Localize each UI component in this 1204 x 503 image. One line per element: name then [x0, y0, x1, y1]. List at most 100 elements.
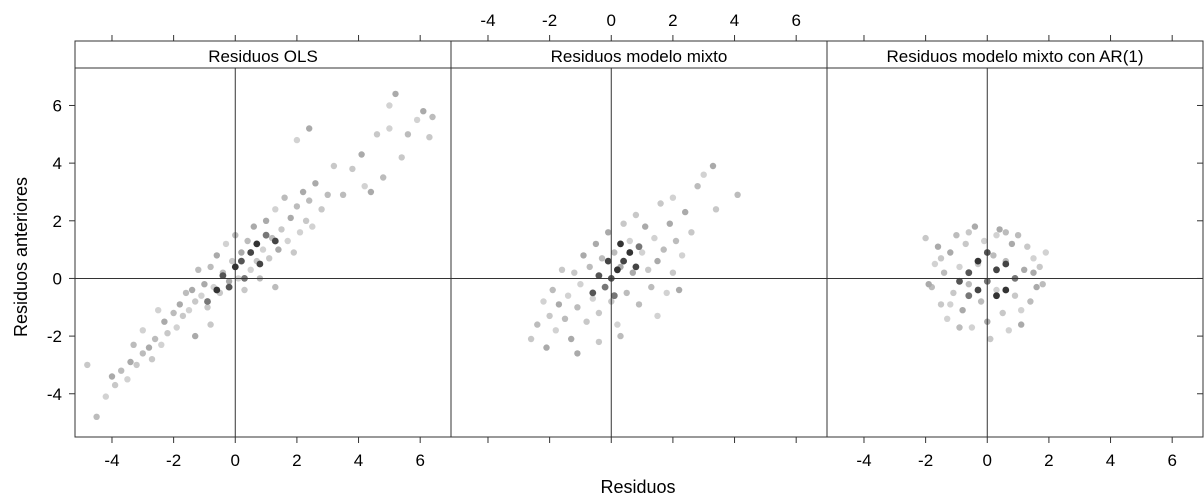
data-point: [617, 332, 624, 340]
data-point-dense: [238, 257, 245, 265]
data-point: [158, 341, 165, 348]
data-point: [1002, 229, 1009, 236]
data-point: [956, 324, 963, 331]
data-point-dense: [635, 243, 643, 251]
data-point: [654, 257, 661, 265]
data-point: [540, 298, 547, 305]
data-point: [278, 226, 285, 233]
data-point-dense: [1002, 286, 1010, 294]
x-tick-label: -2: [166, 451, 181, 470]
panel-points: [84, 90, 1050, 420]
data-point: [657, 200, 664, 207]
data-point: [568, 335, 575, 343]
data-point: [250, 223, 257, 230]
data-point: [666, 220, 673, 227]
data-point: [339, 191, 347, 198]
x-tick-label: 4: [1106, 451, 1115, 470]
x-tick-label: 6: [415, 451, 424, 470]
data-point: [1039, 281, 1046, 288]
data-point: [614, 321, 621, 328]
data-point: [130, 341, 137, 348]
data-point-dense: [271, 237, 279, 245]
data-point: [293, 136, 301, 144]
data-point: [571, 269, 578, 276]
data-point-dense: [604, 257, 612, 265]
data-point: [259, 246, 267, 253]
x-tick-label: 0: [607, 11, 616, 30]
data-point: [429, 113, 436, 121]
data-point: [922, 234, 929, 242]
data-point: [555, 301, 563, 308]
data-point-dense: [1002, 260, 1010, 268]
data-point-dense: [253, 240, 261, 248]
data-point: [534, 321, 541, 328]
data-point-dense: [589, 289, 597, 297]
data-point: [318, 206, 325, 213]
data-point: [108, 373, 116, 380]
x-tick-label: -2: [918, 451, 933, 470]
data-point: [996, 226, 1003, 233]
data-point: [580, 252, 587, 259]
x-axis-title: Residuos: [600, 477, 675, 497]
data-point: [669, 194, 677, 201]
data-point-dense: [262, 231, 270, 239]
data-point: [629, 269, 636, 276]
data-point: [620, 220, 627, 227]
strip-label-1: Residuos OLS: [208, 47, 318, 66]
data-point: [971, 223, 979, 230]
x-tick-label: 4: [730, 11, 739, 30]
x-tick-label: 2: [668, 11, 677, 30]
data-point: [937, 301, 945, 308]
data-point: [164, 330, 171, 337]
x-tick-label: -4: [480, 11, 495, 30]
strip-bg-3: [827, 41, 1203, 68]
data-point: [965, 281, 972, 288]
data-point: [953, 232, 960, 239]
data-point-dense: [974, 286, 982, 294]
data-point: [127, 358, 134, 366]
data-point: [1036, 263, 1043, 271]
data-point: [1008, 240, 1016, 248]
data-point: [595, 338, 603, 346]
data-point: [102, 393, 110, 400]
data-point: [1027, 298, 1034, 305]
data-point: [293, 203, 301, 210]
data-point: [299, 188, 307, 196]
data-point: [623, 289, 630, 297]
data-point: [275, 246, 282, 253]
data-point: [306, 197, 313, 204]
axis-ticks: -4 -2 0 2 4 6 -4 -2 0 2 4 6 -4 -2 0 2 4 6 -4 -2 0 2 4 6: [47, 11, 1203, 470]
data-point: [266, 255, 273, 262]
data-point: [962, 240, 969, 248]
data-point: [1005, 327, 1012, 334]
data-point: [611, 249, 618, 256]
data-point: [712, 206, 720, 213]
data-point: [207, 321, 214, 328]
data-point: [312, 180, 319, 187]
data-point: [225, 278, 233, 285]
data-point-dense: [225, 283, 233, 291]
panel-frame-1: [74, 40, 452, 438]
data-point: [302, 217, 310, 224]
data-point: [956, 263, 963, 271]
data-point: [977, 298, 985, 305]
data-point: [188, 286, 196, 294]
data-point: [583, 318, 590, 325]
data-point-dense: [965, 269, 973, 277]
data-point: [549, 286, 556, 294]
data-point: [678, 252, 686, 259]
data-point: [944, 315, 951, 322]
data-point: [111, 381, 119, 389]
reference-lines: [75, 68, 1203, 437]
data-point: [592, 240, 600, 248]
data-point: [660, 246, 667, 253]
data-point: [561, 315, 569, 322]
data-point: [118, 367, 125, 374]
data-point: [139, 327, 146, 334]
strip-label-3: Residuos modelo mixto con AR(1): [886, 47, 1143, 66]
data-point: [543, 344, 550, 351]
data-point-dense: [213, 286, 221, 294]
data-point: [93, 413, 100, 420]
y-tick-label: 2: [53, 212, 62, 231]
panel-frame-3: [826, 40, 1204, 438]
